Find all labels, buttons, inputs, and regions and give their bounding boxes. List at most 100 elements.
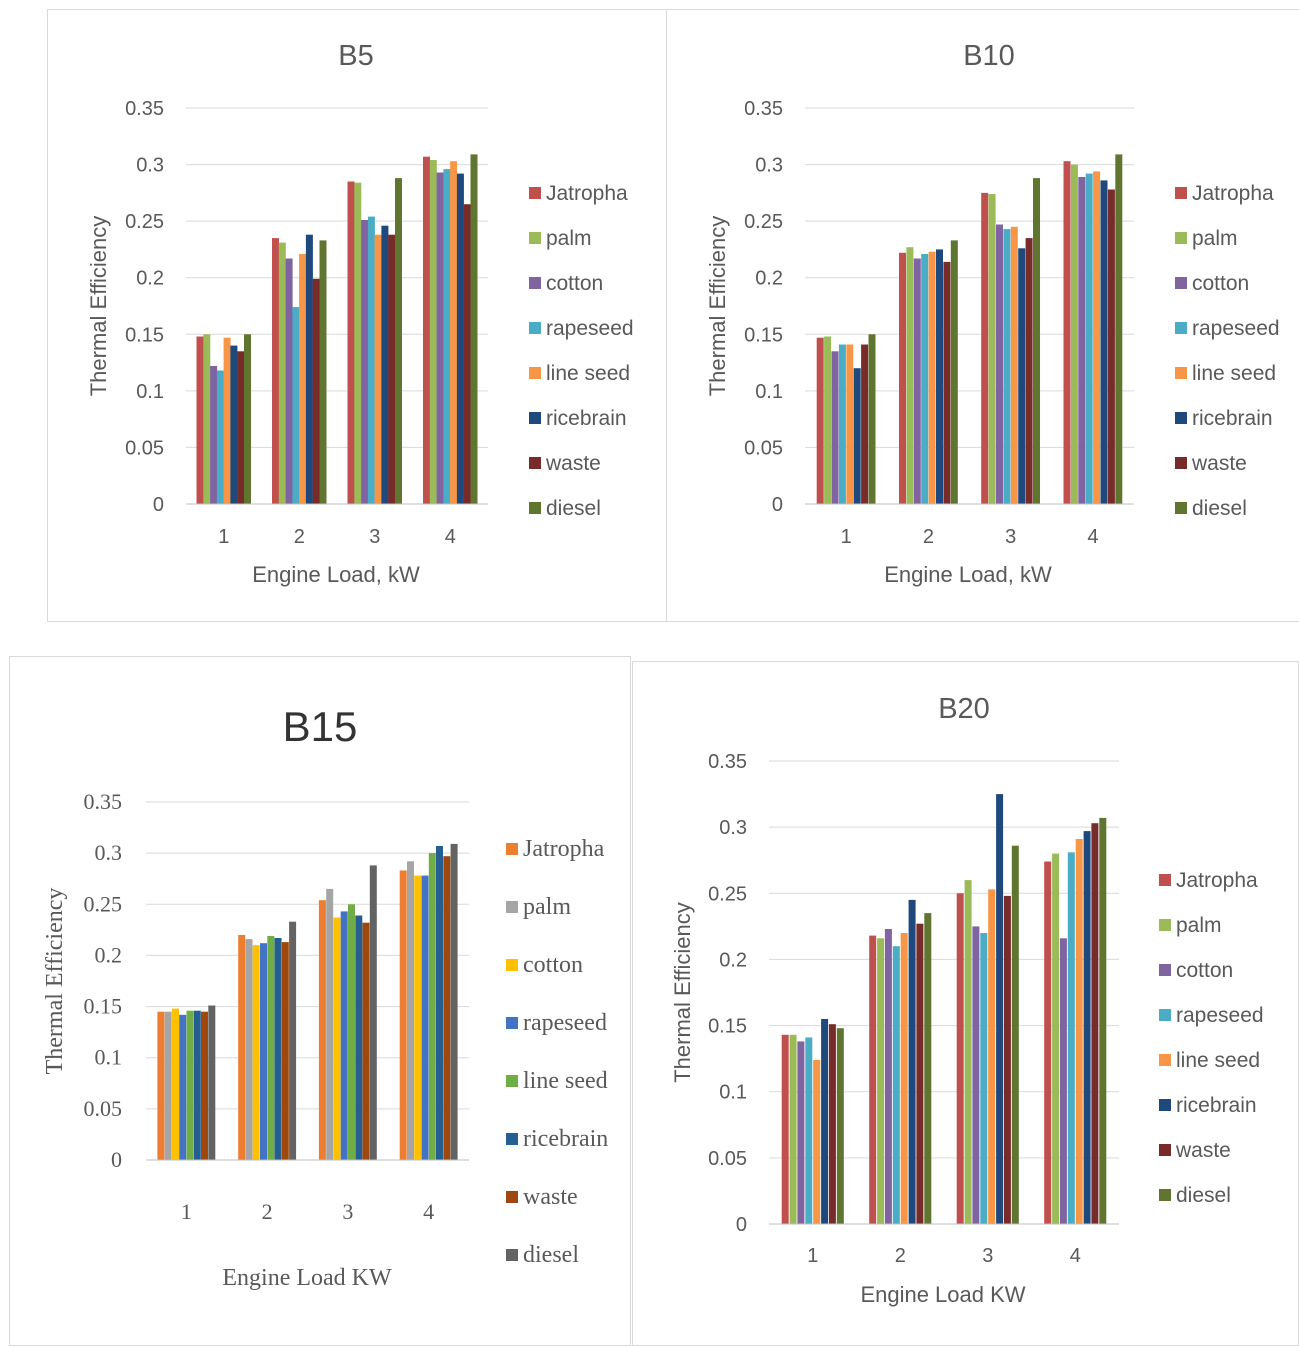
bar-cotton-3 [361,220,369,504]
legend-swatch [1175,277,1187,289]
legend-label: palm [523,894,571,920]
y-tick-label: 0 [772,494,783,516]
bar-palm-3 [326,888,334,1160]
bar-line-seed-3 [374,234,382,504]
legend-label: waste [1175,1139,1231,1162]
x-tick-label: 1 [181,1199,192,1224]
legend-label: diesel [1176,1184,1231,1207]
bar-cotton-2 [913,258,921,504]
bar-ricebrain-1 [230,345,238,504]
y-axis-label: Thermal Efficiency [670,902,695,1083]
bar-diesel-1 [868,334,876,504]
bar-line-seed-2 [267,936,275,1160]
legend-label: diesel [546,497,601,520]
bar-jatropha-2 [272,238,279,504]
chart-panel-b5: B5 0 0.05 0.1 0.15 0.2 0.25 0.3 0.35 1 2 3 4 Engine L… [47,9,667,622]
x-tick-label: 1 [841,526,852,548]
bar-waste-1 [237,351,245,504]
legend-swatch [1159,1054,1171,1066]
bar-rapeseed-2 [892,946,900,1224]
bar-waste-3 [362,922,370,1160]
legend-label: cotton [546,272,603,295]
bar-cotton-1 [210,366,218,504]
chart-svg-b15: B15 0 0.05 0.1 0.15 0.2 0.25 0.3 0.35 1 2 3 4 Engine … [42,703,608,1291]
bar-ricebrain-3 [355,915,363,1160]
bar-rapeseed-4 [1085,173,1093,504]
legend-label: line seed [546,362,630,385]
bar-waste-4 [1107,189,1115,504]
bar-line-seed-2 [299,254,307,504]
legend-swatch [506,1249,518,1261]
bar-line-seed-3 [348,904,355,1160]
legend-swatch [1159,1144,1171,1156]
y-tick-label: 0.3 [95,840,123,865]
bar-jatropha-4 [423,156,430,504]
y-tick-label: 0.3 [719,817,747,839]
bar-waste-2 [312,278,320,504]
legend-label: ricebrain [1176,1094,1257,1117]
bar-waste-4 [443,856,451,1160]
legend-swatch [529,502,541,514]
bar-ricebrain-3 [996,794,1004,1224]
bar-waste-4 [1091,823,1099,1224]
y-tick-label: 0.2 [95,942,123,967]
legend-label: rapeseed [546,317,634,340]
y-tick-label: 0.1 [136,381,164,403]
bar-cotton-1 [797,1041,805,1224]
bar-palm-3 [964,880,972,1224]
bar-diesel-4 [1099,817,1107,1224]
y-tick-label: 0.35 [708,751,747,773]
bar-rapeseed-3 [340,911,348,1160]
bar-jatropha-1 [196,336,204,504]
bar-ricebrain-1 [853,368,861,504]
y-axis-label: Thermal Efficiency [42,888,68,1075]
y-tick-label: 0.05 [125,437,164,459]
y-tick-label: 0.2 [136,268,164,290]
bar-palm-3 [988,194,996,504]
legend-label: line seed [1176,1049,1260,1072]
y-tick-label: 0.3 [136,155,164,177]
y-tick-label: 0.3 [755,155,783,177]
bar-jatropha-3 [981,192,989,504]
bar-line-seed-4 [1075,839,1083,1224]
x-tick-label: 1 [807,1245,818,1267]
legend-swatch [1175,457,1187,469]
legend-label: line seed [1192,362,1276,385]
y-tick-label: 0.1 [95,1045,123,1070]
bar-waste-3 [1025,238,1033,504]
legend-swatch [1175,502,1187,514]
bar-rapeseed-3 [1003,229,1011,504]
legend-swatch [1175,367,1187,379]
legend-swatch [529,232,541,244]
bar-palm-4 [1052,853,1060,1224]
bar-line-seed-1 [846,344,854,504]
legend-label: palm [546,227,592,250]
legend-swatch [1175,322,1187,334]
bar-ricebrain-3 [1018,248,1026,504]
legend-swatch [1175,187,1187,199]
legend-swatch [529,367,541,379]
x-tick-label: 2 [895,1245,906,1267]
bar-cotton-4 [1059,938,1067,1224]
legend-swatch [1159,1009,1171,1021]
bar-rapeseed-2 [260,943,267,1160]
y-tick-label: 0.15 [84,994,123,1019]
bar-ricebrain-1 [821,1019,829,1224]
legend-swatch [529,457,541,469]
x-axis-label: Engine Load, kW [252,562,420,587]
bar-ricebrain-2 [274,938,282,1160]
bar-line-seed-4 [428,853,436,1160]
y-tick-label: 0 [111,1147,122,1172]
legend-swatch [1159,1189,1171,1201]
legend-swatch [529,412,541,424]
bar-palm-2 [245,939,253,1160]
bar-line-seed-3 [988,889,996,1224]
bar-waste-1 [828,1024,836,1224]
bar-diesel-3 [395,178,402,504]
bar-jatropha-3 [318,900,326,1160]
bar-palm-3 [354,182,362,504]
bar-ricebrain-2 [936,249,943,504]
legend-label: palm [1176,914,1222,937]
y-tick-label: 0.35 [84,789,123,814]
bar-diesel-4 [1115,154,1123,504]
